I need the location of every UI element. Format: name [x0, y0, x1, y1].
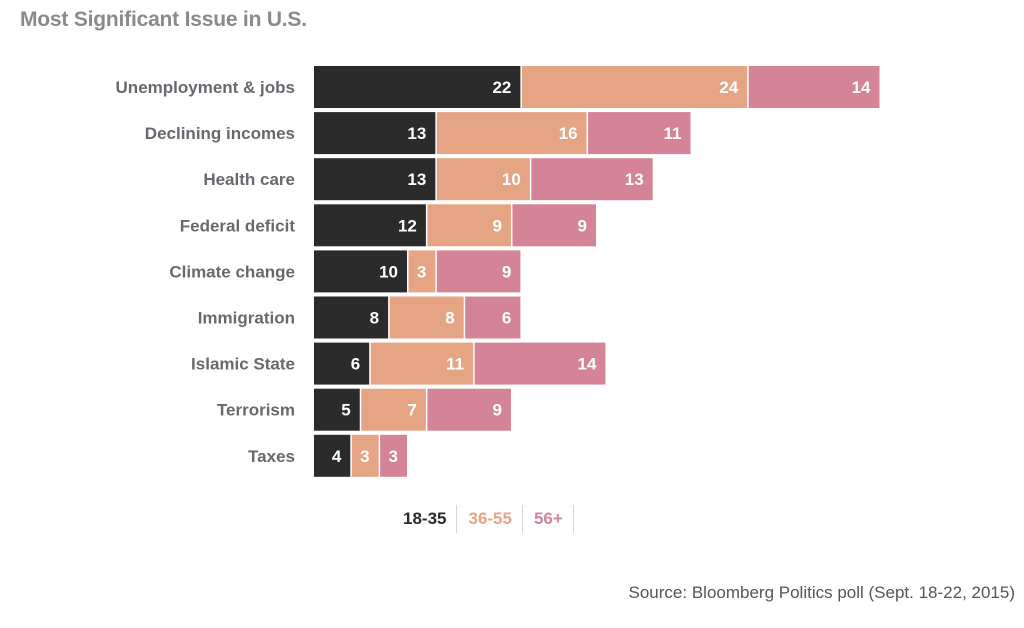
bar-federal-deficit-56 [512, 204, 596, 247]
value-label-taxes-36-55: 3 [360, 447, 369, 466]
value-label-terrorism-18-35: 5 [341, 401, 350, 420]
category-label-terrorism: Terrorism [217, 401, 295, 420]
bar-taxes-36-55 [351, 434, 379, 477]
bar-taxes-56 [380, 434, 407, 477]
value-label-islamic-state-18-35: 6 [351, 355, 360, 374]
bar-unemployment-jobs-18-35 [314, 66, 521, 108]
value-label-taxes-56: 3 [389, 447, 398, 466]
bar-health-care-18-35 [314, 158, 436, 201]
value-label-health-care-36-55: 10 [502, 170, 521, 189]
category-label-health-care: Health care [203, 170, 295, 189]
bar-federal-deficit-18-35 [314, 204, 426, 247]
value-label-climate-change-18-35: 10 [379, 262, 398, 281]
bar-unemployment-jobs-36-55 [521, 66, 748, 108]
value-label-islamic-state-36-55: 11 [446, 355, 464, 374]
category-label-federal-deficit: Federal deficit [180, 216, 296, 235]
bar-climate-change-18-35 [314, 250, 407, 293]
category-label-islamic-state: Islamic State [191, 355, 295, 374]
value-label-federal-deficit-18-35: 12 [398, 216, 417, 235]
value-label-declining-incomes-56: 11 [664, 124, 682, 143]
value-label-immigration-56: 6 [502, 309, 511, 328]
value-label-declining-incomes-36-55: 16 [559, 124, 578, 143]
value-label-federal-deficit-56: 9 [578, 216, 587, 235]
legend-item-18-35: 18-35 [392, 505, 458, 533]
source-note: Source: Bloomberg Politics poll (Sept. 1… [628, 583, 1015, 602]
value-label-taxes-18-35: 4 [332, 447, 342, 466]
value-label-health-care-18-35: 13 [407, 170, 426, 189]
bar-climate-change-36-55 [408, 250, 436, 293]
category-label-declining-incomes: Declining incomes [145, 124, 295, 143]
category-label-immigration: Immigration [198, 309, 295, 328]
value-label-federal-deficit-36-55: 9 [492, 216, 501, 235]
bar-islamic-state-56 [474, 342, 606, 385]
value-label-islamic-state-56: 14 [578, 355, 597, 374]
value-label-terrorism-36-55: 7 [407, 401, 416, 420]
bar-taxes-18-35 [314, 434, 351, 477]
bar-declining-incomes-56 [588, 112, 691, 155]
bar-islamic-state-18-35 [314, 342, 370, 385]
bar-terrorism-18-35 [314, 388, 360, 431]
bar-declining-incomes-18-35 [314, 112, 436, 155]
value-label-unemployment-jobs-56: 14 [852, 78, 871, 97]
value-label-climate-change-36-55: 3 [417, 262, 426, 281]
value-label-immigration-36-55: 8 [445, 309, 454, 328]
value-label-immigration-18-35: 8 [370, 309, 379, 328]
legend: 18-35 36-55 56+ [392, 505, 574, 533]
category-label-taxes: Taxes [248, 447, 295, 466]
bar-immigration-36-55 [389, 296, 464, 339]
value-label-health-care-56: 13 [625, 170, 644, 189]
category-label-unemployment-jobs: Unemployment & jobs [116, 78, 295, 97]
bar-federal-deficit-36-55 [427, 204, 511, 247]
legend-item-56: 56+ [523, 505, 574, 533]
value-label-unemployment-jobs-36-55: 24 [719, 78, 738, 97]
stacked-bar-chart: Unemployment & jobs 22 24 14 Declining incom… [116, 66, 880, 477]
bar-unemployment-jobs-56 [748, 66, 880, 108]
bar-immigration-56 [465, 296, 521, 339]
value-label-declining-incomes-18-35: 13 [407, 124, 426, 143]
bar-terrorism-56 [427, 388, 511, 431]
bar-climate-change-56 [436, 250, 521, 293]
bar-immigration-18-35 [314, 296, 389, 339]
bar-terrorism-36-55 [361, 388, 426, 431]
chart-title: Most Significant Issue in U.S. [20, 8, 307, 31]
bar-health-care-36-55 [436, 158, 530, 201]
legend-item-36-55: 36-55 [457, 505, 523, 533]
value-label-unemployment-jobs-18-35: 22 [492, 78, 511, 97]
bar-health-care-56 [531, 158, 653, 201]
category-label-climate-change: Climate change [169, 262, 295, 281]
bar-declining-incomes-36-55 [436, 112, 587, 155]
value-label-climate-change-56: 9 [502, 262, 511, 281]
value-label-terrorism-56: 9 [492, 401, 501, 420]
bar-islamic-state-36-55 [370, 342, 474, 385]
